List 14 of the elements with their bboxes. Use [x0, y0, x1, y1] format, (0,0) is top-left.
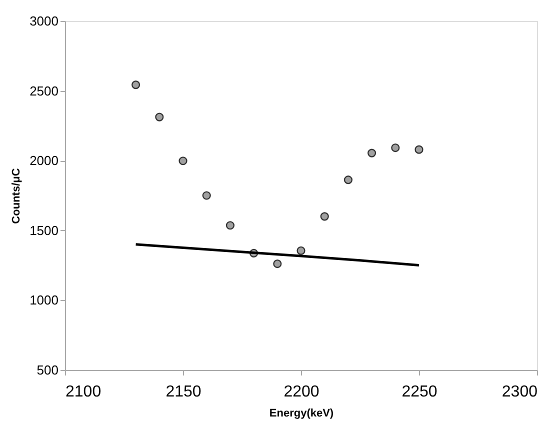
- x-tick-label: 2100: [66, 384, 102, 400]
- x-tick-label: 2300: [502, 384, 538, 400]
- x-tick-label: 2200: [284, 384, 320, 400]
- y-tick-label: 3000: [30, 14, 58, 28]
- y-tick-label: 500: [36, 362, 58, 378]
- x-axis-title: Energy(keV): [269, 408, 334, 420]
- y-tick-label: 1500: [30, 222, 58, 238]
- line-series: [134, 243, 420, 267]
- y-tick-label: 2500: [30, 83, 58, 98]
- y-tick-label: 2000: [30, 153, 58, 168]
- y-tick-label: 1000: [30, 292, 58, 308]
- x-tick-label: 2250: [402, 384, 438, 400]
- x-tick-label: 2150: [166, 384, 202, 400]
- y-axis-title: Counts/μC: [10, 168, 23, 224]
